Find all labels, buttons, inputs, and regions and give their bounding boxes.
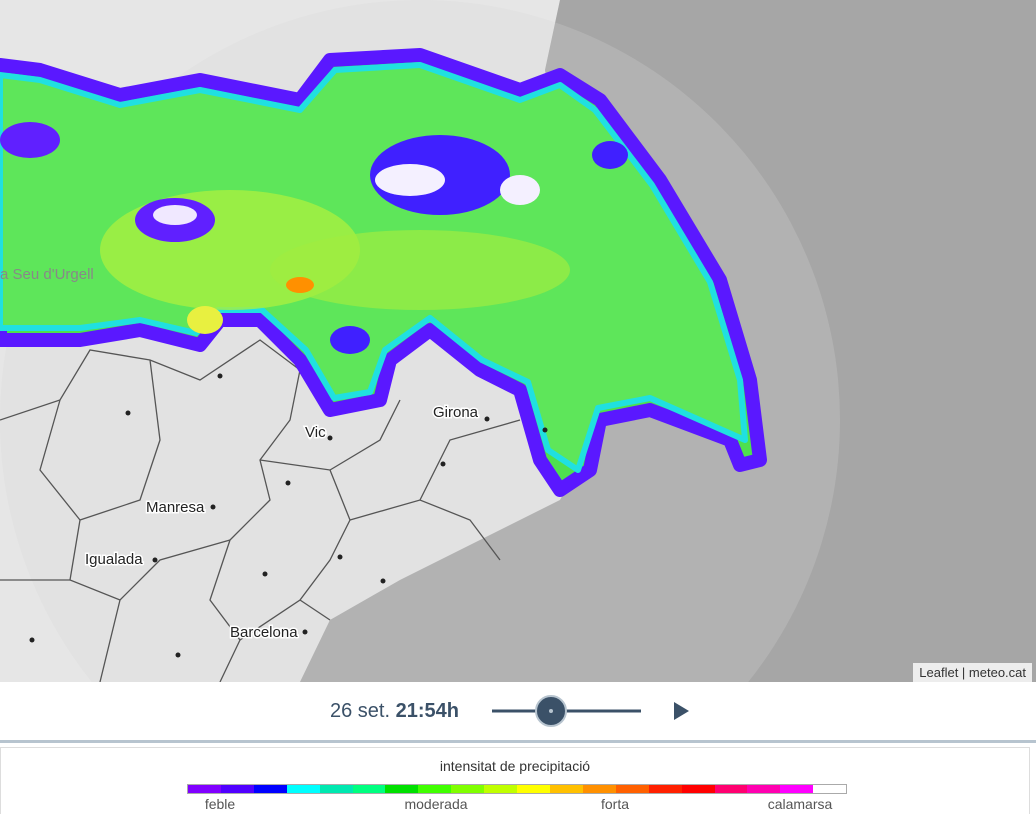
legend-swatch xyxy=(517,785,550,793)
legend-swatch xyxy=(813,785,847,793)
legend-title: intensitat de precipitació xyxy=(439,758,591,774)
legend-swatch xyxy=(418,785,452,793)
controls xyxy=(492,695,689,727)
place-label: a Seu d'Urgell xyxy=(0,266,94,283)
place-label: Girona xyxy=(433,404,479,421)
legend-swatch xyxy=(286,785,320,793)
place-label: Manresa xyxy=(146,499,205,516)
legend-swatch xyxy=(648,785,682,793)
legend-label: moderada xyxy=(404,796,468,812)
place-dots xyxy=(29,373,548,658)
legend-swatch xyxy=(352,785,386,793)
legend-swatch xyxy=(385,785,419,793)
time: 21:54h xyxy=(395,700,459,722)
attribution[interactable]: Leaflet | meteo.cat xyxy=(913,663,1032,682)
place-label: Igualada xyxy=(85,551,143,568)
legend-swatch xyxy=(549,785,583,793)
legend-swatch xyxy=(747,785,781,793)
legend-swatch xyxy=(484,785,518,793)
legend-swatch xyxy=(615,785,649,793)
legend-bar xyxy=(187,784,847,794)
legend-swatch xyxy=(714,785,748,793)
play-button[interactable] xyxy=(674,702,689,720)
legend-swatch xyxy=(582,785,616,793)
timestamp: 26 set. 21:54h xyxy=(330,700,459,723)
place-label: Barcelona xyxy=(230,624,298,641)
legend-swatch xyxy=(253,785,287,793)
places: a Seu d'Urgell Vic Girona Manresa Igualada Ba… xyxy=(0,266,480,643)
map[interactable]: a Seu d'Urgell Vic Girona Manresa Igualada Ba… xyxy=(0,0,1036,682)
legend-swatch xyxy=(188,785,221,793)
legend: intensitat de precipitació feble moderada… xyxy=(0,747,1030,814)
legend-swatch xyxy=(319,785,353,793)
knob-dot xyxy=(549,709,553,713)
legend-swatch xyxy=(220,785,254,793)
date: 26 set. xyxy=(330,700,391,722)
map-canvas: a Seu d'Urgell Vic Girona Manresa Igualada Ba… xyxy=(0,0,1036,682)
borders xyxy=(0,339,521,682)
legend-swatch xyxy=(681,785,715,793)
radar-cells xyxy=(0,122,628,354)
legend-label: forta xyxy=(600,796,630,812)
legend-label: calamarsa xyxy=(767,796,833,812)
player: 26 set. 21:54h xyxy=(0,682,1036,743)
legend-label: feble xyxy=(204,796,236,812)
legend-swatch xyxy=(451,785,485,793)
legend-swatch xyxy=(780,785,814,793)
place-label: Vic xyxy=(305,424,326,441)
